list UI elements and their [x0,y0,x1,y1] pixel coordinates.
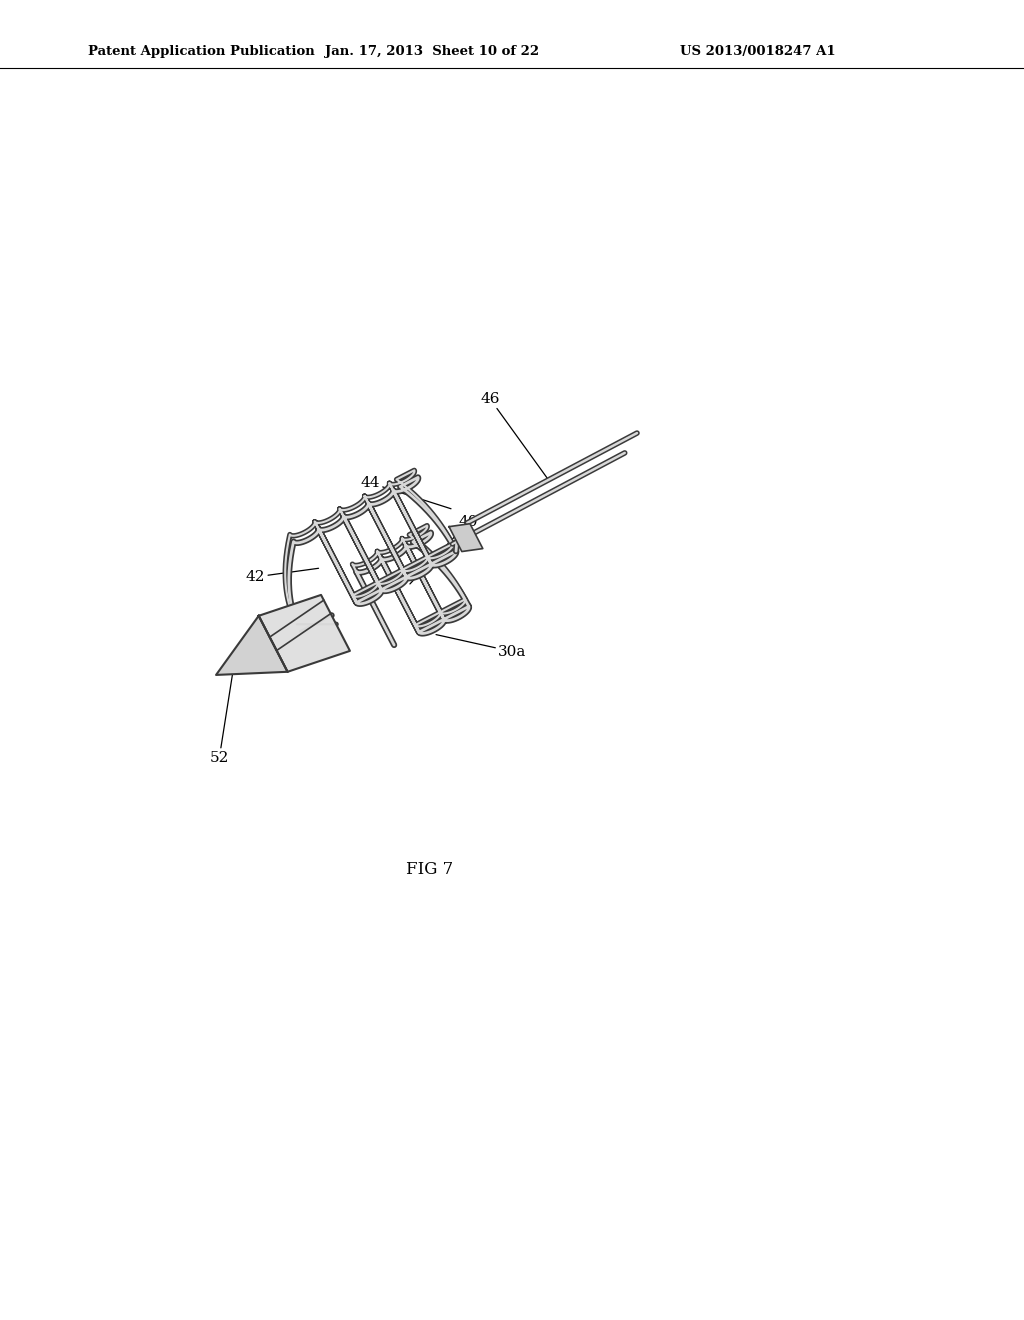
Text: 40: 40 [410,515,478,583]
Text: 52: 52 [210,665,233,764]
Polygon shape [259,595,350,672]
Text: 46: 46 [480,392,549,480]
Polygon shape [449,524,482,552]
Text: FIG 7: FIG 7 [407,862,454,879]
Text: 42: 42 [246,569,318,583]
Text: 30a: 30a [436,635,526,659]
Text: US 2013/0018247 A1: US 2013/0018247 A1 [680,45,836,58]
Polygon shape [216,616,288,675]
Text: Patent Application Publication: Patent Application Publication [88,45,314,58]
Text: Jan. 17, 2013  Sheet 10 of 22: Jan. 17, 2013 Sheet 10 of 22 [325,45,539,58]
Text: 44: 44 [360,477,451,508]
